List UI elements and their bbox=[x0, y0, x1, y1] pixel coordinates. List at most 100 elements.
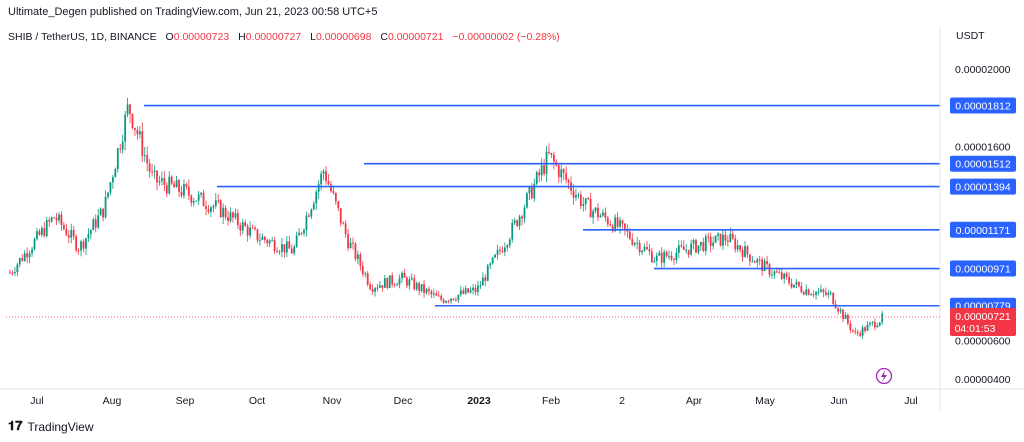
candle-body bbox=[675, 252, 678, 261]
candle-body bbox=[430, 291, 433, 295]
candle-body bbox=[722, 234, 724, 246]
candle-body bbox=[283, 244, 286, 253]
candle-body bbox=[170, 176, 173, 184]
candle-body bbox=[153, 170, 156, 172]
candle-body bbox=[526, 193, 528, 208]
candle-body bbox=[550, 152, 553, 155]
candle-body bbox=[878, 322, 881, 326]
candle-body bbox=[45, 219, 48, 236]
candle-body bbox=[719, 233, 722, 246]
candle-body bbox=[43, 228, 46, 236]
candle-body bbox=[21, 258, 24, 261]
candle-body bbox=[143, 155, 146, 157]
candle-body bbox=[151, 171, 153, 173]
level-tag bbox=[950, 97, 1016, 114]
candle-body bbox=[119, 148, 122, 150]
candle-body bbox=[16, 264, 19, 273]
level-tag-label: 0.00001812 bbox=[955, 101, 1011, 113]
candle-body bbox=[839, 309, 842, 312]
candle-body bbox=[202, 192, 205, 207]
candle-body bbox=[851, 329, 854, 332]
candle-body bbox=[63, 225, 65, 229]
candle-body bbox=[415, 283, 418, 290]
candle-body bbox=[543, 165, 545, 174]
candle-body bbox=[256, 229, 259, 241]
candle-body bbox=[822, 289, 825, 293]
candle-body bbox=[677, 245, 680, 253]
candle-body bbox=[690, 243, 692, 255]
high-label: H bbox=[238, 31, 246, 43]
candle-body bbox=[597, 207, 599, 218]
candle-body bbox=[94, 219, 97, 228]
tradingview-logo[interactable]: 𝟏𝟕 TradingView bbox=[8, 419, 94, 434]
candle-body bbox=[40, 228, 43, 235]
candle-body bbox=[751, 261, 754, 263]
currency-label: USDT bbox=[956, 30, 985, 42]
candle-body bbox=[371, 289, 374, 292]
candle-body bbox=[300, 232, 303, 234]
candle-body bbox=[229, 212, 232, 222]
candle-body bbox=[428, 289, 430, 292]
lightning-icon bbox=[875, 367, 893, 385]
candle-body bbox=[212, 206, 215, 208]
level-tag bbox=[950, 178, 1016, 195]
candle-body bbox=[322, 171, 325, 174]
candle-body bbox=[572, 190, 575, 198]
candle-body bbox=[36, 231, 38, 240]
candle-body bbox=[72, 229, 75, 237]
candle-body bbox=[327, 181, 330, 185]
candle-body bbox=[393, 284, 396, 286]
candle-body bbox=[131, 114, 134, 128]
candle-body bbox=[217, 200, 220, 202]
candle-body bbox=[352, 242, 354, 244]
candle-body bbox=[844, 315, 847, 319]
candle-body bbox=[481, 277, 484, 286]
candle-body bbox=[704, 236, 707, 251]
candle-body bbox=[403, 272, 406, 278]
candle-body bbox=[491, 257, 494, 264]
candle-body bbox=[815, 291, 817, 296]
candle-body bbox=[278, 251, 281, 253]
candle-body bbox=[288, 241, 291, 249]
candle-body bbox=[342, 223, 345, 225]
candle-body bbox=[109, 182, 112, 193]
candle-body bbox=[305, 215, 308, 230]
candle-body bbox=[116, 148, 119, 169]
candle-body bbox=[33, 239, 36, 250]
candle-body bbox=[107, 192, 109, 197]
change-value: −0.00000002 (−0.28%) bbox=[452, 31, 560, 43]
countdown-label: 04:01:53 bbox=[955, 323, 996, 335]
candle-body bbox=[793, 284, 795, 288]
candle-body bbox=[165, 185, 168, 194]
candle-body bbox=[224, 207, 227, 218]
candle-body bbox=[312, 203, 315, 210]
candle-body bbox=[753, 261, 756, 263]
candle-body bbox=[464, 288, 467, 294]
candle-body bbox=[192, 200, 195, 203]
level-tag bbox=[950, 260, 1016, 277]
candle-body bbox=[87, 234, 90, 239]
candle-body bbox=[636, 242, 639, 244]
candle-body bbox=[334, 193, 337, 202]
candle-body bbox=[871, 321, 874, 323]
y-tick-label: 0.00000400 bbox=[955, 374, 1011, 386]
candle-body bbox=[447, 300, 450, 302]
candle-body bbox=[276, 251, 278, 253]
candle-body bbox=[729, 233, 732, 242]
candle-body bbox=[832, 292, 835, 305]
symbol-name[interactable]: SHIB / TetherUS, 1D, BINANCE bbox=[8, 31, 157, 43]
candle-body bbox=[741, 250, 744, 258]
candle-body bbox=[452, 298, 455, 300]
candle-body bbox=[768, 264, 771, 275]
candle-body bbox=[60, 214, 63, 226]
level-tag-label: 0.00001171 bbox=[956, 225, 1011, 237]
candle-body bbox=[359, 254, 362, 267]
x-tick-label: Sep bbox=[176, 395, 195, 407]
y-tick-label: 0.00002000 bbox=[955, 64, 1011, 76]
candle-body bbox=[168, 176, 171, 194]
candle-body bbox=[185, 184, 188, 187]
x-tick-label: Jul bbox=[904, 395, 917, 407]
candle-body bbox=[261, 236, 264, 240]
candle-body bbox=[53, 217, 55, 219]
